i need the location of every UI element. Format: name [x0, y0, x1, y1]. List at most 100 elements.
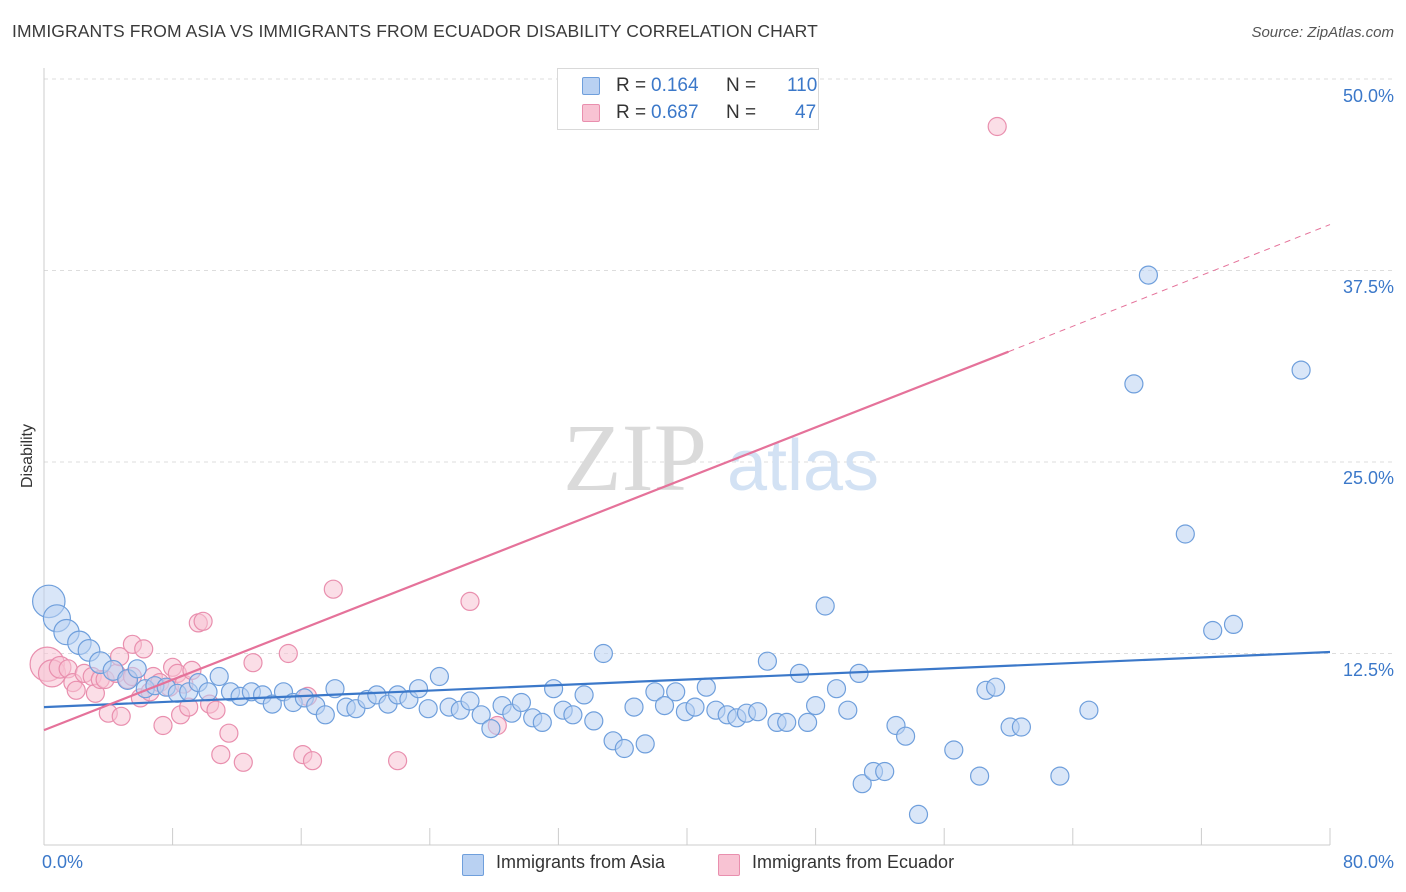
asia-point — [574, 685, 594, 705]
asia-point — [1291, 360, 1311, 380]
r-value: 0.164 — [651, 75, 699, 96]
asia-point — [969, 766, 990, 786]
asia-point — [838, 700, 858, 720]
ecuador-point — [278, 643, 298, 664]
series-asia — [31, 265, 1311, 825]
n-label: N = — [726, 75, 757, 96]
ecuador-point — [302, 751, 323, 771]
asia-point — [198, 682, 218, 702]
asia-point — [1011, 717, 1032, 737]
asia-point — [408, 679, 429, 699]
asia-point — [593, 643, 614, 664]
axes — [43, 68, 1331, 846]
ecuador-point — [460, 591, 480, 612]
asia-point — [757, 651, 778, 671]
legend-label: Immigrants from Ecuador — [752, 852, 955, 872]
asia-point — [1138, 265, 1159, 285]
asia-point — [563, 705, 583, 725]
ecuador-point — [153, 715, 173, 736]
asia-point — [635, 734, 655, 754]
y-tick-label: 25.0% — [1342, 468, 1394, 488]
asia-point — [852, 774, 872, 794]
asia-point — [584, 711, 604, 731]
asia-point — [1050, 766, 1070, 786]
asia-trend-line — [43, 650, 1331, 709]
ecuador-trend-extension — [1008, 224, 1331, 353]
gridlines — [44, 78, 1394, 654]
asia-point — [1124, 374, 1144, 394]
watermark-zip: ZIP — [563, 404, 707, 511]
asia-point — [209, 666, 229, 687]
ecuador-point — [193, 611, 213, 631]
asia-point — [666, 682, 686, 702]
asia-point — [654, 695, 675, 716]
asia-point — [315, 705, 335, 725]
r-label: R = — [616, 75, 647, 96]
asia-point — [481, 718, 501, 739]
chart-title: IMMIGRANTS FROM ASIA VS IMMIGRANTS FROM … — [12, 21, 818, 41]
ecuador-point — [66, 680, 86, 700]
x-tick-label-min: 0.0% — [42, 852, 84, 872]
watermark-atlas: atlas — [727, 426, 879, 506]
asia-point — [511, 692, 532, 713]
ecuador-point — [206, 700, 226, 720]
asia-point — [1079, 700, 1099, 720]
asia-point — [543, 679, 564, 699]
ecuador-trend-line — [43, 350, 1009, 732]
asia-point — [471, 705, 491, 725]
n-value: 110 — [787, 75, 818, 96]
y-tick-label: 37.5% — [1342, 277, 1394, 297]
ecuador-point — [233, 752, 253, 772]
source-note: Source: ZipAtlas.com — [1251, 24, 1394, 41]
legend-swatch-ecuador — [718, 854, 740, 876]
asia-point — [645, 682, 665, 702]
asia-point — [1223, 614, 1244, 635]
y-axis-label: Disability — [19, 423, 36, 489]
asia-point — [429, 666, 449, 687]
asia-point — [826, 679, 847, 699]
asia-point — [262, 694, 282, 714]
asia-point — [748, 702, 768, 722]
x-tick-label-max: 80.0% — [1342, 852, 1394, 872]
ecuador-point — [111, 706, 131, 726]
asia-point — [460, 691, 480, 711]
asia-point — [325, 679, 345, 699]
asia-point — [1203, 620, 1223, 641]
watermark: ZIP atlas — [563, 404, 879, 511]
legend-swatch-asia — [462, 854, 484, 876]
asia-point — [875, 761, 895, 782]
ecuador-swatch — [582, 104, 600, 122]
asia-point — [418, 699, 438, 719]
asia-point — [1175, 524, 1195, 544]
ecuador-point — [388, 751, 408, 771]
asia-point — [815, 596, 835, 616]
asia-point — [944, 740, 964, 760]
ecuador-point — [219, 723, 239, 743]
trend-lines — [43, 224, 1331, 732]
asia-point — [614, 738, 634, 759]
asia-point — [685, 697, 705, 717]
asia-point — [908, 804, 929, 825]
y-tick-label: 12.5% — [1342, 660, 1394, 680]
ecuador-point — [211, 744, 231, 765]
asia-point — [532, 712, 552, 733]
asia-point — [696, 677, 716, 697]
ecuador-point — [987, 116, 1007, 137]
asia-point — [777, 712, 797, 733]
r-value: 0.687 — [651, 102, 699, 123]
ecuador-point — [243, 653, 263, 673]
ecuador-point — [323, 579, 343, 599]
asia-point — [624, 697, 644, 717]
y-tick-label: 50.0% — [1342, 86, 1394, 106]
ecuador-point — [134, 639, 154, 659]
asia-point — [985, 677, 1006, 697]
stats-box: R = 0.164 N = 110 R = 0.687 N = 47 — [557, 68, 819, 130]
asia-point — [797, 712, 818, 733]
asia-point — [127, 659, 147, 679]
asia-point — [895, 726, 916, 746]
n-value: 47 — [795, 102, 817, 123]
n-label: N = — [726, 102, 757, 123]
asia-swatch — [582, 77, 600, 95]
r-label: R = — [616, 102, 647, 123]
